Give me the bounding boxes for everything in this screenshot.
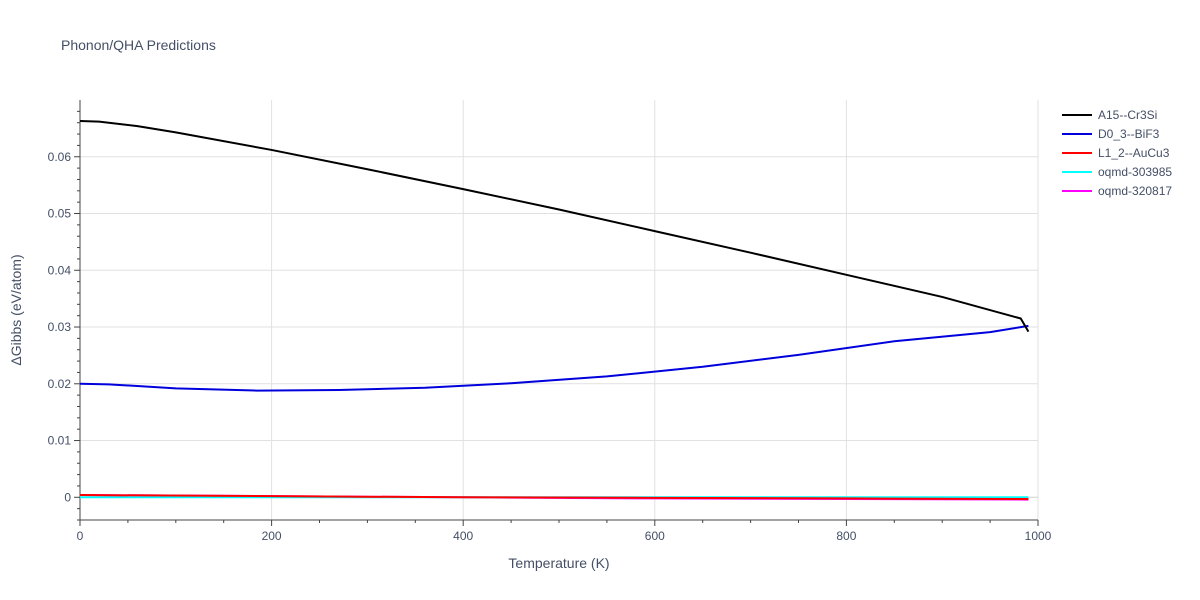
legend-label: D0_3--BiF3 bbox=[1098, 127, 1160, 141]
y-tick-label: 0.06 bbox=[48, 150, 72, 164]
chart-title: Phonon/QHA Predictions bbox=[61, 37, 216, 53]
series-line-D0_3--BiF3 bbox=[79, 324, 1029, 392]
legend-item[interactable]: L1_2--AuCu3 bbox=[1062, 146, 1170, 160]
y-tick-label: 0.05 bbox=[48, 207, 72, 221]
x-axis-label: Temperature (K) bbox=[508, 555, 609, 571]
x-axis-ticks: 0 200 400 600 800 1000 bbox=[77, 520, 1052, 543]
series-line-A15--Cr3Si bbox=[79, 120, 1030, 333]
legend-label: L1_2--AuCu3 bbox=[1098, 146, 1170, 160]
x-tick-label: 0 bbox=[77, 529, 84, 543]
legend-item[interactable]: A15--Cr3Si bbox=[1062, 108, 1157, 122]
y-axis-label: ΔGibbs (eV/atom) bbox=[8, 254, 24, 365]
y-tick-label: 0.03 bbox=[48, 320, 72, 334]
x-tick-label: 1000 bbox=[1025, 529, 1052, 543]
y-tick-label: 0.02 bbox=[48, 377, 72, 391]
plot-lines bbox=[79, 120, 1030, 501]
y-axis-ticks: 0 0.01 0.02 0.03 0.04 0.05 0.06 bbox=[48, 110, 80, 521]
x-tick-label: 600 bbox=[645, 529, 665, 543]
axes bbox=[79, 100, 1038, 521]
legend[interactable]: A15--Cr3Si D0_3--BiF3 L1_2--AuCu3 oqmd-3039… bbox=[1062, 108, 1172, 198]
y-tick-label: 0.04 bbox=[48, 263, 72, 277]
legend-label: oqmd-320817 bbox=[1098, 184, 1172, 198]
x-tick-label: 200 bbox=[262, 529, 282, 543]
legend-item[interactable]: D0_3--BiF3 bbox=[1062, 127, 1160, 141]
legend-item[interactable]: oqmd-320817 bbox=[1062, 184, 1172, 198]
x-tick-label: 800 bbox=[836, 529, 856, 543]
y-tick-label: 0 bbox=[64, 490, 71, 504]
x-tick-label: 400 bbox=[453, 529, 473, 543]
legend-label: A15--Cr3Si bbox=[1098, 108, 1157, 122]
series-line-L1_2--AuCu3 bbox=[79, 494, 1029, 500]
y-tick-label: 0.01 bbox=[48, 434, 72, 448]
legend-label: oqmd-303985 bbox=[1098, 165, 1172, 179]
grid bbox=[80, 100, 1039, 520]
legend-item[interactable]: oqmd-303985 bbox=[1062, 165, 1172, 179]
